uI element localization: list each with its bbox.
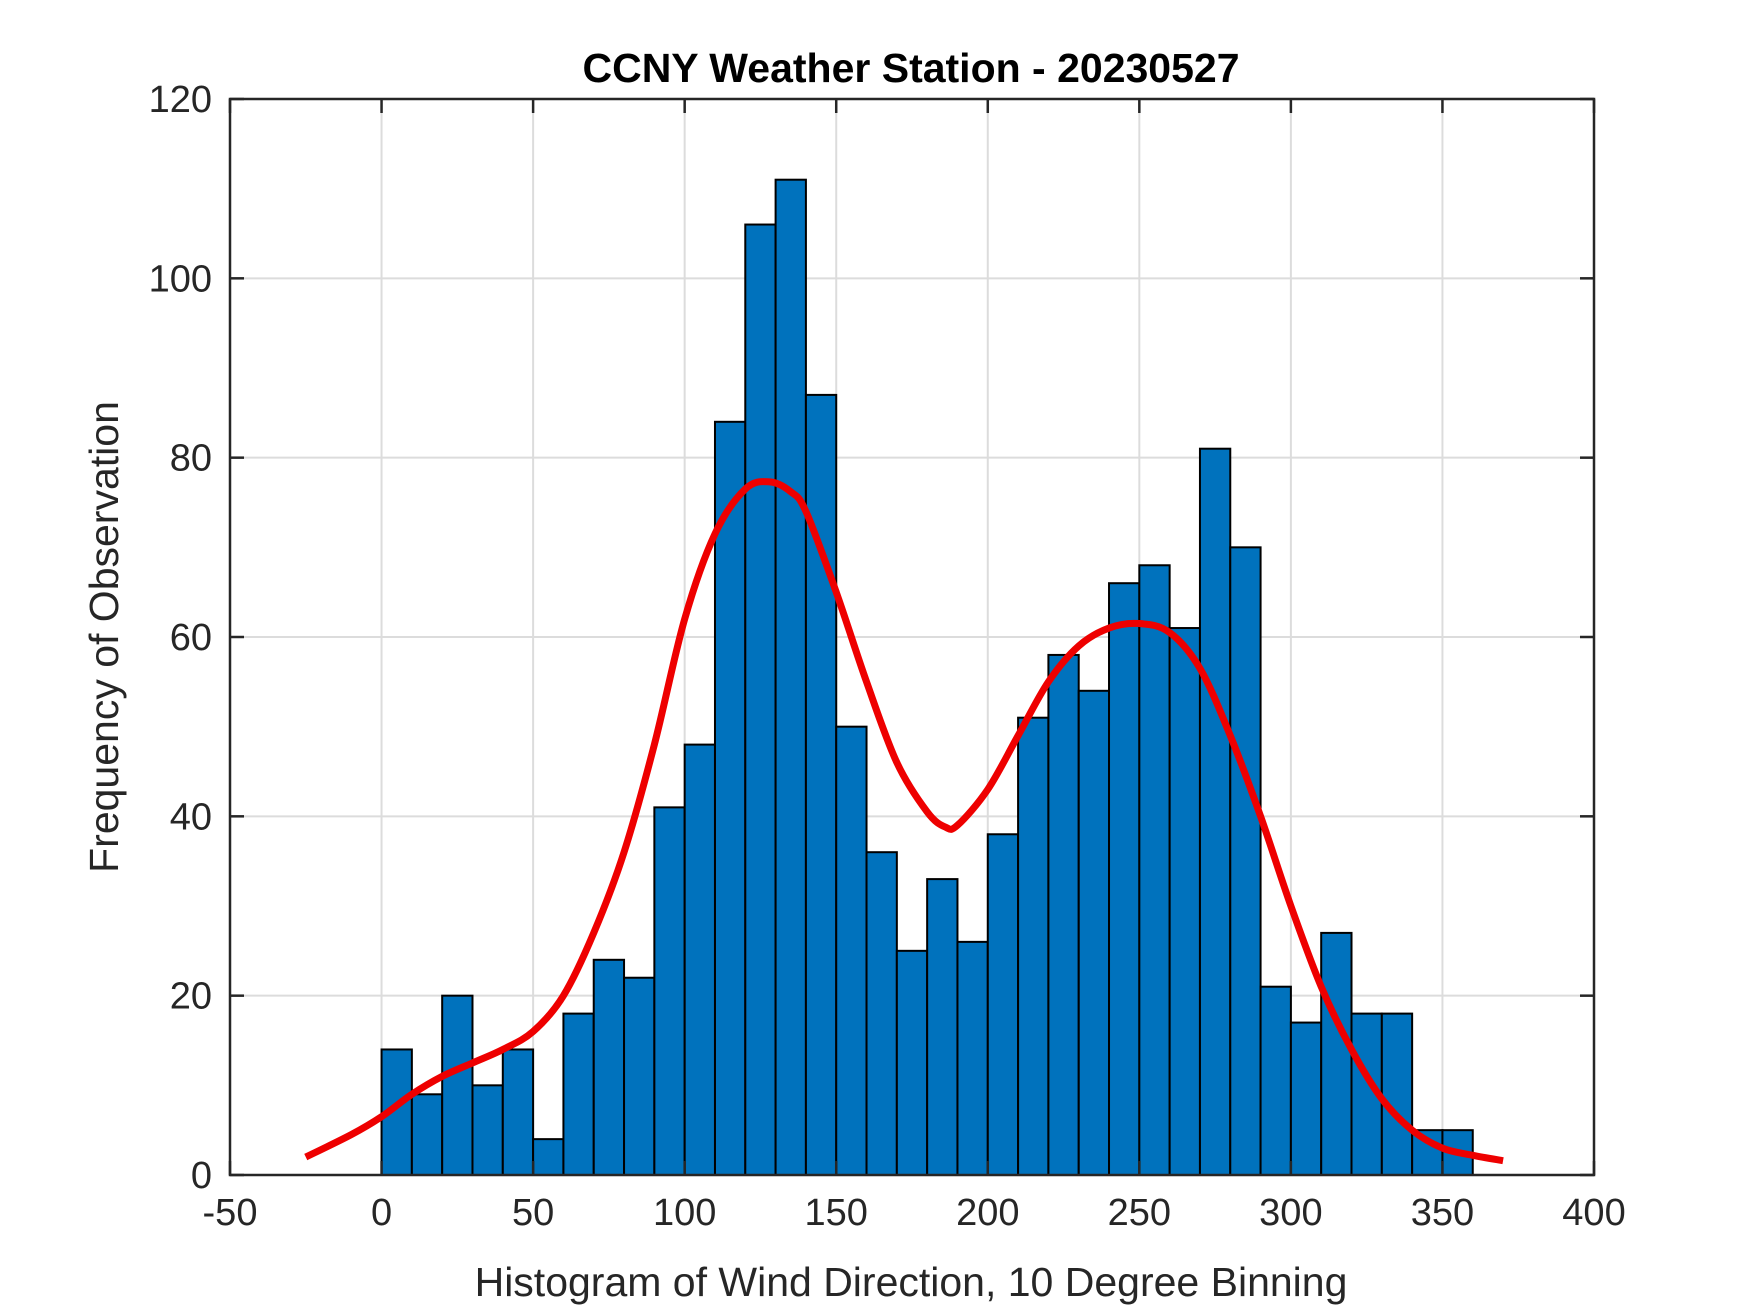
histogram-bar [986, 833, 1020, 1176]
histogram-bar [1077, 689, 1111, 1176]
x-tick-label: 0 [371, 1192, 392, 1234]
x-tick-label: 400 [1562, 1192, 1625, 1234]
y-tick-label: 80 [170, 438, 212, 480]
histogram-bar [1198, 447, 1232, 1176]
histogram-bar [926, 878, 959, 1176]
y-tick-labels: 0 20 40 60 80 100 120 [149, 79, 212, 1197]
histogram-bar [744, 223, 777, 1177]
histogram-bars [380, 178, 1474, 1177]
histogram-bar [1320, 931, 1353, 1177]
x-tick-label: 200 [956, 1192, 1019, 1234]
x-tick-label: 50 [512, 1192, 554, 1234]
histogram-bar [895, 949, 929, 1176]
histogram-bar [683, 743, 716, 1176]
histogram-bar [713, 420, 747, 1176]
y-tick-label: 40 [170, 796, 212, 838]
histogram-bar [471, 1084, 504, 1177]
y-tick-label: 100 [149, 258, 212, 300]
histogram-bar [1047, 653, 1080, 1176]
y-tick-label: 0 [191, 1155, 212, 1197]
histogram-bar [804, 393, 838, 1176]
histogram-bar [1168, 627, 1201, 1176]
histogram-bar [592, 958, 626, 1176]
histogram-bar [774, 178, 807, 1176]
y-axis-label: Frequency of Observation [81, 401, 127, 873]
histogram-bar [1138, 564, 1171, 1176]
x-axis-label: Histogram of Wind Direction, 10 Degree B… [475, 1259, 1348, 1305]
x-tick-label: 350 [1411, 1192, 1474, 1234]
x-tick-label: -50 [203, 1192, 258, 1234]
histogram-bar [532, 1138, 565, 1176]
x-tick-label: 150 [805, 1192, 868, 1234]
histogram-bar [835, 725, 868, 1177]
histogram-bar [410, 1093, 444, 1177]
chart-title: CCNY Weather Station - 20230527 [582, 45, 1239, 91]
histogram-bar [1108, 582, 1141, 1176]
x-tick-label: 250 [1108, 1192, 1171, 1234]
histogram-bar [501, 1048, 535, 1177]
x-tick-label: 300 [1259, 1192, 1322, 1234]
tick-marks [228, 97, 1596, 1177]
y-tick-label: 120 [149, 79, 212, 121]
histogram-bar [1289, 1021, 1323, 1176]
x-tick-labels: -50 0 50 100 150 200 250 300 350 400 [203, 1192, 1626, 1234]
histogram-bar [1380, 1012, 1414, 1176]
histogram-bar [1017, 716, 1050, 1176]
x-tick-label: 100 [653, 1192, 716, 1234]
histogram-bar [653, 806, 686, 1176]
histogram-bar [441, 994, 474, 1177]
histogram-bar [562, 1012, 595, 1176]
fit-curve-layer [304, 478, 1504, 1165]
histogram-bar [1259, 985, 1292, 1177]
histogram-bar [865, 851, 898, 1176]
histogram-bar [623, 976, 656, 1176]
histogram-bar [956, 940, 989, 1176]
y-tick-label: 60 [170, 617, 212, 659]
density-fit-curve [304, 478, 1504, 1165]
y-tick-label: 20 [170, 976, 212, 1018]
histogram-bar [1229, 546, 1262, 1176]
